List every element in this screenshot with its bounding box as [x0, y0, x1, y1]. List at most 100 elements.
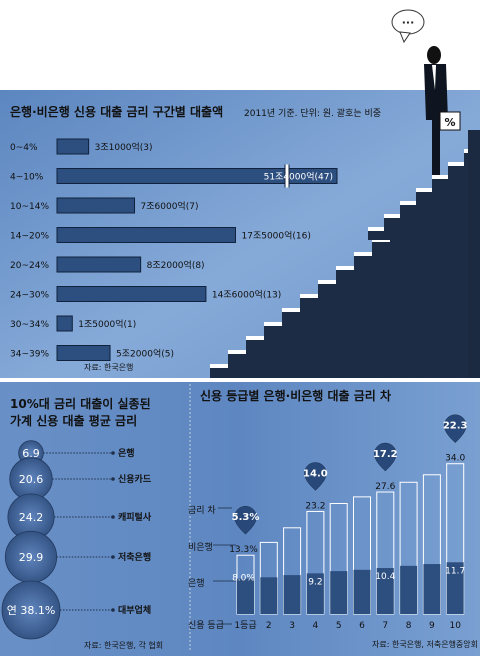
- bubble-leader-dot: [111, 608, 115, 612]
- stair-tread: [400, 201, 416, 205]
- top-chart-bar: [56, 227, 236, 243]
- left-chart-source: 자료: 한국은행, 각 협회: [84, 640, 163, 650]
- top-chart-bar: [56, 168, 338, 184]
- top-chart-value-label: 1조5000억(1): [78, 318, 136, 330]
- bubble-value-label: 24.2: [19, 511, 44, 524]
- stair-tread: [210, 364, 228, 368]
- stair-tread: [368, 227, 384, 231]
- stair-tread: [318, 280, 336, 284]
- stair-riser: [264, 322, 282, 378]
- bank-bar: [353, 569, 371, 614]
- bank-bar: [423, 564, 441, 614]
- bank-value-label: 11.7: [445, 566, 465, 576]
- grade-tick-label: 9: [429, 621, 435, 631]
- grade-tick-label: 2: [266, 621, 272, 631]
- grade-tick-label: 6: [359, 621, 365, 631]
- bubble-leader-dot: [111, 477, 115, 481]
- grade-axis-label: 신용 등급: [188, 620, 224, 631]
- bubble-leader-dot: [111, 555, 115, 559]
- top-chart-category-label: 30~34%: [10, 320, 49, 330]
- stair-tread: [246, 336, 264, 340]
- bank-bar: [306, 573, 324, 614]
- stair-riser: [318, 280, 336, 378]
- bank-value-label: 10.4: [375, 572, 395, 582]
- top-chart-bar: [56, 138, 90, 155]
- gap-pin-icon: [234, 506, 257, 535]
- grade-tick-label: 5: [336, 621, 342, 631]
- bank-bar: [446, 562, 464, 614]
- top-chart-category-label: 24~30%: [10, 291, 49, 301]
- top-bar-chart: 0~4% 3조1000억(3) 4~10% 51조4000억(47) 10~14% 7조6…: [10, 138, 338, 361]
- stair-riser: [228, 350, 246, 378]
- stair-block: [390, 232, 480, 378]
- bubble-category-label: 대부업체: [118, 604, 151, 616]
- bank-bar: [330, 571, 348, 614]
- grade-tick-label: 8: [406, 621, 412, 631]
- stair-tread: [432, 175, 448, 179]
- top-chart-value-label: 8조2000억(8): [147, 259, 205, 271]
- bank-bar: [260, 577, 278, 614]
- bubble-value-label: 29.9: [19, 551, 44, 564]
- stair-riser: [336, 266, 354, 378]
- top-chart-bar: [56, 315, 73, 332]
- bubble-category-label: 캐피털사: [118, 511, 152, 523]
- bubble-value-label: 6.9: [22, 447, 40, 460]
- bubble-category-label: 저축은행: [118, 551, 151, 563]
- top-chart-value-label: 7조6000억(7): [141, 200, 199, 212]
- stair-wall: [468, 130, 480, 378]
- gap-value-label: 5.3%: [232, 512, 260, 523]
- left-chart-title-line2: 가계 신용 대출 평균 금리: [10, 413, 137, 428]
- legend-nonbank-label: 비은행: [188, 541, 213, 553]
- grade-tick-label: 10: [449, 621, 461, 631]
- staircase-illustration: [210, 130, 480, 378]
- top-chart-bar: [56, 286, 207, 302]
- stair-tread: [264, 322, 282, 326]
- gap-value-label: 14.0: [303, 468, 328, 479]
- stair-tread: [354, 252, 372, 256]
- top-chart-category-label: 14~20%: [10, 232, 49, 242]
- stair-riser: [400, 201, 416, 240]
- grade-tick-label: 7: [382, 621, 388, 631]
- gap-pin-icon: [443, 414, 467, 444]
- legend-bank-label: 은행: [188, 577, 205, 589]
- grade-tick-label: 3: [289, 621, 295, 631]
- top-chart-source: 자료: 한국은행: [84, 362, 133, 372]
- businessman-icon: ··· %: [391, 9, 461, 175]
- top-chart-subtitle: 2011년 기준. 단위: 원. 괄호는 비중: [244, 107, 381, 119]
- stair-riser: [282, 308, 300, 378]
- stair-riser: [448, 162, 464, 240]
- top-chart-bar: [56, 256, 142, 273]
- top-chart-bar: [56, 197, 136, 214]
- top-chart-bar: [56, 345, 111, 361]
- right-chart-title: 신용 등급별 은행·비은행 대출 금리 차: [200, 388, 391, 403]
- top-chart-category-label: 34~39%: [10, 350, 49, 360]
- stair-riser: [432, 175, 448, 240]
- top-chart-value-label: 17조5000억(16): [242, 230, 311, 242]
- bubble-value-label: 20.6: [19, 473, 44, 486]
- bank-bar: [376, 568, 394, 614]
- nonbank-value-label: 13.3%: [229, 545, 258, 555]
- bubble-category-label: 신용카드: [118, 473, 152, 485]
- stair-tread: [336, 266, 354, 270]
- stair-riser: [372, 238, 390, 378]
- bubble-leader-dot: [111, 451, 115, 455]
- top-chart-category-label: 10~14%: [10, 202, 49, 212]
- top-chart-category-label: 0~4%: [10, 143, 38, 153]
- gap-pin-icon: [304, 462, 327, 491]
- top-chart-category-label: 4~10%: [10, 173, 44, 183]
- gap-pin-icon: [374, 442, 397, 472]
- stair-tread: [282, 308, 300, 312]
- legend-gap-label: 금리 차: [188, 504, 216, 516]
- stair-tread: [448, 162, 464, 166]
- bubble-category-label: 은행: [118, 447, 135, 459]
- top-chart-value-label: 3조1000억(3): [95, 141, 153, 153]
- top-chart-axis-break: [285, 164, 289, 188]
- nonbank-value-label: 23.2: [305, 501, 325, 511]
- stair-riser: [354, 252, 372, 378]
- percent-sign: %: [444, 116, 455, 129]
- top-chart-category-label: 20~24%: [10, 261, 49, 271]
- bubble-value-label: 연 38.1%: [7, 604, 56, 617]
